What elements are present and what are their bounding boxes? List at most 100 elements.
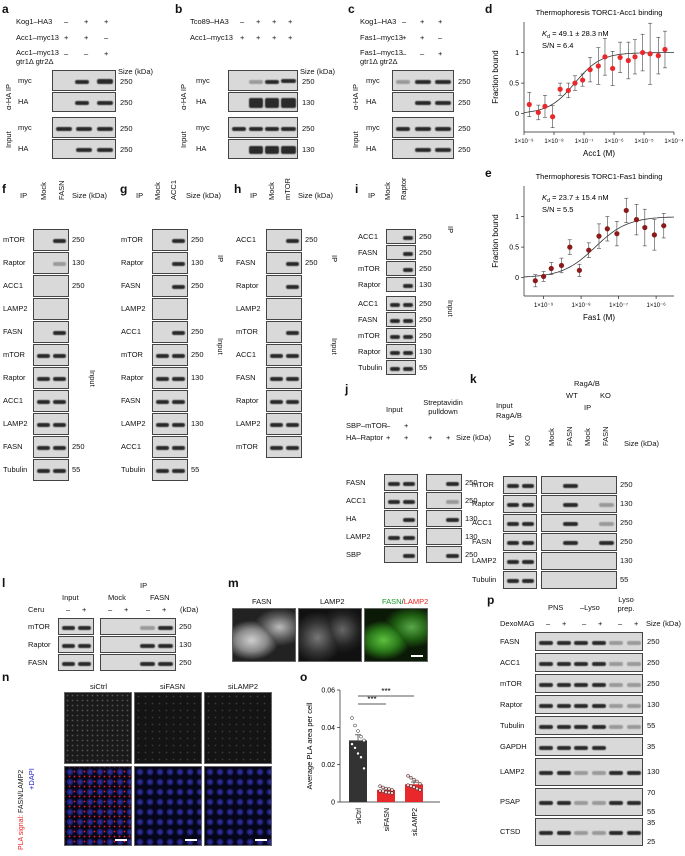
x-tick-label: 1×10⁻⁸ — [571, 302, 591, 309]
sn-annotation: S/N = 5.5 — [542, 205, 573, 214]
blot-band — [599, 541, 614, 545]
western-blot — [384, 528, 418, 545]
western-blot — [541, 514, 617, 532]
panel-letter-p: p — [487, 593, 495, 607]
x-tick-label: 1×10⁻⁷ — [609, 302, 628, 309]
blot-band — [446, 481, 459, 486]
blot-label: HA — [366, 97, 377, 106]
blot-band — [62, 625, 75, 630]
blot-band — [270, 446, 283, 450]
sn-annotation: S/N = 6.4 — [542, 41, 573, 50]
data-point — [356, 729, 360, 733]
blot-band — [37, 446, 50, 450]
blot-label: mTOR — [28, 621, 50, 631]
blot-label: Tubulin — [3, 465, 28, 474]
sign: + — [634, 619, 639, 628]
size-marker: 130 — [179, 639, 192, 649]
blot-label: Raptor — [121, 258, 144, 267]
western-blot — [535, 737, 643, 756]
western-blot — [541, 533, 617, 551]
blot-label: myc — [196, 123, 210, 132]
sign: + — [438, 49, 443, 58]
data-point — [387, 787, 391, 791]
category-label: siLAMP2 — [412, 808, 419, 836]
column-header: Mock — [108, 593, 126, 602]
size-marker: 250 — [120, 98, 133, 107]
blot-band — [158, 625, 173, 630]
sign: + — [438, 17, 443, 26]
data-point — [632, 54, 638, 60]
size-marker: 130 — [647, 767, 660, 776]
column-header: FASN — [150, 593, 170, 602]
sign: – — [146, 605, 151, 614]
row-label: Acc1–myc13 — [190, 33, 233, 42]
blot-band — [591, 801, 606, 805]
blot-label: mTOR — [358, 330, 380, 340]
blot-band — [62, 643, 75, 648]
blot-label: mTOR — [121, 350, 143, 359]
micrograph-title: LAMP2 — [320, 597, 345, 606]
category-label: siFASN — [384, 808, 391, 831]
blot-band — [403, 302, 413, 307]
blot-band — [388, 535, 400, 540]
sign: – — [546, 619, 551, 628]
sign: + — [64, 33, 69, 42]
input-bracket-label: Input — [88, 370, 97, 387]
western-blot — [52, 117, 116, 138]
western-blot — [426, 474, 462, 491]
blot-label: Raptor — [472, 499, 495, 508]
sign: + — [240, 33, 245, 42]
blot-band — [574, 661, 588, 666]
sign: + — [124, 605, 129, 614]
data-point — [623, 207, 629, 214]
y-tick-label: 0 — [515, 111, 519, 118]
western-blot — [52, 139, 116, 159]
blot-label: ACC1 — [236, 350, 257, 359]
x-tick-label: 1×10⁻⁶ — [647, 302, 667, 309]
western-blot — [152, 390, 188, 412]
data-point — [387, 790, 391, 795]
western-blot — [266, 298, 302, 320]
scale-bar — [115, 839, 127, 841]
blot-band — [591, 682, 606, 687]
data-point — [602, 54, 608, 60]
data-point — [647, 51, 653, 57]
western-blot — [535, 653, 643, 672]
western-blot — [535, 758, 643, 786]
data-point — [406, 783, 410, 787]
x-tick-label: 1×10⁻⁹ — [514, 138, 534, 145]
western-blot — [152, 275, 188, 297]
data-point — [610, 65, 616, 72]
data-point — [378, 784, 382, 788]
row-label: Ceru — [28, 605, 45, 614]
panel-letter-m: m — [228, 576, 239, 590]
western-blot — [535, 695, 643, 714]
western-blot — [100, 618, 176, 635]
sign: – — [402, 49, 407, 58]
blot-label: LAMP2 — [472, 556, 497, 565]
size-marker: 250 — [458, 124, 471, 133]
blot-band — [626, 801, 641, 805]
blot-band — [574, 831, 588, 835]
column-header: Input — [496, 401, 513, 410]
blot-band — [556, 724, 571, 729]
panel-letter-k: k — [470, 372, 477, 386]
input-label: Input — [4, 131, 13, 148]
data-point — [406, 774, 410, 778]
western-blot — [33, 252, 69, 274]
row-label: Fas1–myc13 gtr1Δ gtr2Δ — [360, 48, 403, 66]
panel-letter-i: i — [355, 182, 359, 196]
blot-band — [626, 771, 641, 775]
western-blot — [266, 321, 302, 343]
blot-label: FASN — [236, 258, 256, 267]
data-point — [655, 53, 661, 59]
y-tick-label: 0.04 — [321, 725, 335, 732]
blot-label: LAMP2 — [500, 767, 525, 776]
y-tick-label: 0.06 — [321, 688, 335, 695]
blot-band — [286, 239, 299, 243]
x-axis-label: Fas1 (M) — [583, 313, 615, 322]
input-label: Input — [179, 131, 188, 148]
blot-band — [591, 640, 606, 645]
blot-label: Raptor — [236, 396, 259, 405]
western-blot — [33, 390, 69, 412]
